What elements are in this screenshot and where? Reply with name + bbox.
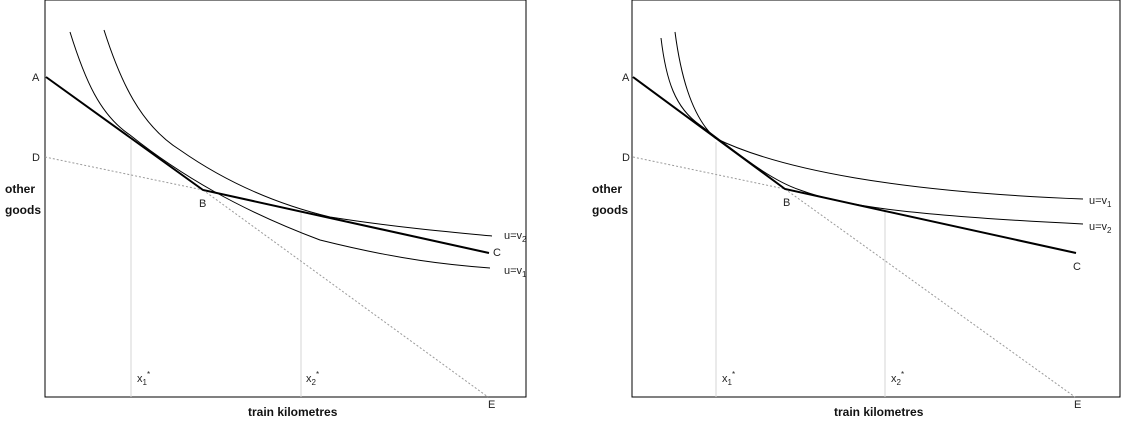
budget-line-a-b-c: [45, 76, 490, 254]
curve-label-bottom: u=v2: [1089, 221, 1112, 235]
point-label-e: E: [488, 399, 495, 411]
y-axis-label-line1: other: [5, 182, 35, 196]
x2-star-label: x2*: [306, 370, 319, 387]
y-axis-label-line2: goods: [592, 203, 628, 217]
y-axis-label-line1: other: [592, 182, 622, 196]
dotted-line-d-b: [632, 156, 786, 190]
x2-star-label: x2*: [891, 370, 904, 387]
curve-label-bottom: u=v1: [504, 265, 527, 279]
indifference-curve-v1: [674, 31, 1084, 200]
x1-star-label: x1*: [722, 370, 735, 387]
point-label-c: C: [1073, 261, 1081, 273]
dotted-line-d-b: [44, 156, 204, 191]
y-axis-label-line2: goods: [5, 203, 41, 217]
point-label-a: A: [32, 72, 40, 84]
indifference-curve-v2: [660, 37, 1084, 225]
indifference-curve-v1: [69, 31, 491, 269]
dotted-line-b-e: [202, 189, 489, 398]
curve-label-top: u=v2: [504, 230, 527, 244]
budget-line-a-b-c: [632, 76, 1077, 254]
dotted-line-b-e: [784, 188, 1076, 398]
point-label-e: E: [1074, 399, 1081, 411]
point-label-a: A: [622, 72, 630, 84]
x1-star-label: x1*: [137, 370, 150, 387]
curve-label-top: u=v1: [1089, 195, 1112, 209]
x-axis-label: train kilometres: [248, 405, 338, 419]
x-axis-label: train kilometres: [834, 405, 924, 419]
chart-left: A D B C E u=v2 u=v1 x1* x2* train kilome…: [5, 0, 527, 419]
point-label-b: B: [783, 197, 790, 209]
indifference-curve-v2: [103, 29, 493, 237]
plot-frame: [631, 0, 1121, 398]
plot-frame: [44, 0, 527, 398]
point-label-d: D: [32, 152, 40, 164]
point-label-d: D: [622, 152, 630, 164]
point-label-c: C: [493, 247, 501, 259]
chart-right: A D B C E u=v1 u=v2 x1* x2* train kilome…: [592, 0, 1121, 419]
point-label-b: B: [199, 198, 206, 210]
